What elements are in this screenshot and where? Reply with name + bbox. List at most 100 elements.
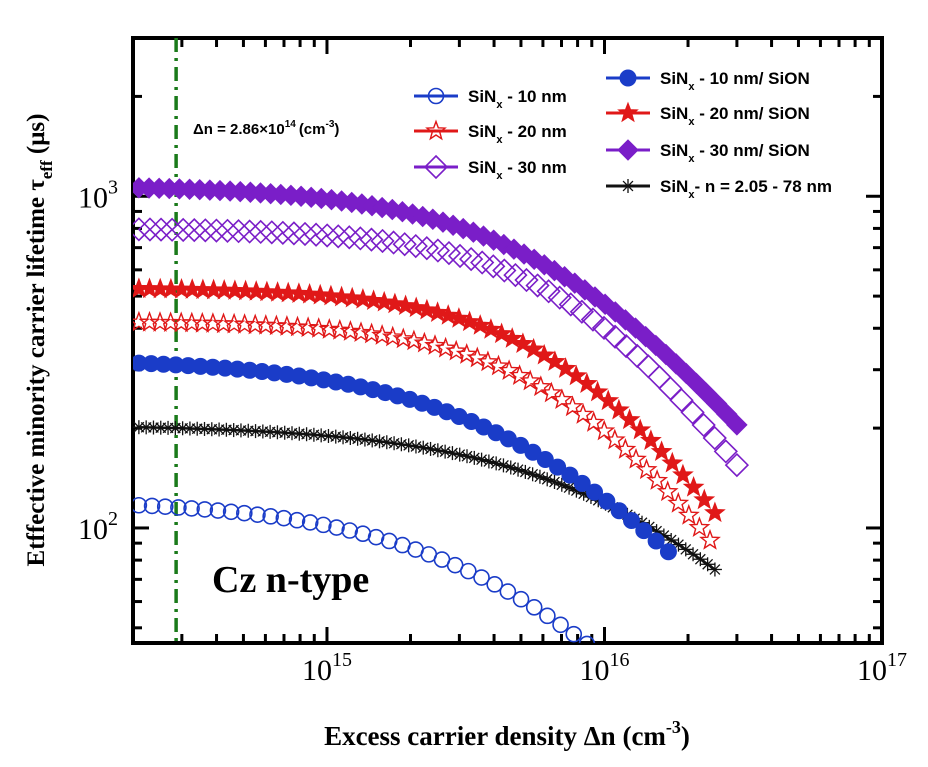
data-point <box>183 500 200 517</box>
data-point <box>565 625 583 643</box>
data-point <box>470 250 495 275</box>
data-point <box>671 537 686 552</box>
data-point <box>381 325 404 347</box>
data-point <box>682 475 705 497</box>
data-point <box>460 449 475 464</box>
legend-label: SiNx - 10 nm/ SiON <box>660 69 810 93</box>
data-point <box>365 433 380 448</box>
legend-marker <box>425 119 447 141</box>
data-point <box>341 522 359 539</box>
data-point <box>416 440 431 455</box>
series-0 <box>133 496 596 643</box>
data-point <box>328 429 343 444</box>
data-point <box>580 307 606 332</box>
legend-label: SiNx - 30 nm/ SiON <box>660 141 810 165</box>
legend-entry: SiNx - 30 nm/ SiON <box>606 139 810 165</box>
data-point <box>622 511 640 529</box>
data-point <box>512 590 530 608</box>
data-point <box>352 287 374 309</box>
data-point <box>598 492 616 510</box>
data-point <box>413 331 436 353</box>
data-point <box>658 376 683 401</box>
data-point <box>288 282 310 303</box>
data-point <box>248 219 273 245</box>
data-point <box>672 463 694 485</box>
data-point <box>522 337 545 359</box>
plot-frame <box>131 36 884 645</box>
data-point <box>137 217 163 242</box>
legend-marker <box>619 69 637 87</box>
data-point <box>640 429 662 450</box>
data-point <box>330 285 353 307</box>
series-6 <box>133 420 722 577</box>
data-point <box>424 334 447 355</box>
data-point <box>552 616 569 634</box>
legend-marker <box>617 101 639 123</box>
data-point <box>156 498 174 515</box>
data-point <box>275 509 293 527</box>
data-point <box>514 267 539 293</box>
data-point <box>405 296 428 318</box>
data-point <box>536 279 561 304</box>
data-point <box>661 451 684 473</box>
data-point <box>635 522 653 540</box>
data-point <box>392 327 415 349</box>
data-point <box>469 314 492 335</box>
data-point <box>498 359 521 381</box>
data-point <box>503 262 528 288</box>
data-point <box>669 388 694 413</box>
data-point <box>659 543 677 561</box>
data-point <box>629 418 652 440</box>
data-point <box>700 557 715 572</box>
data-point <box>693 488 716 510</box>
data-point <box>678 542 693 557</box>
legend-marker <box>427 87 445 105</box>
x-tick-label: 1015 <box>302 649 352 687</box>
data-point <box>371 323 394 345</box>
data-point <box>349 321 372 343</box>
data-point <box>394 294 417 316</box>
legend-marker <box>621 179 635 193</box>
data-point <box>481 254 506 279</box>
data-point <box>591 315 617 341</box>
data-point <box>359 227 384 252</box>
legend-entry: SiNx - 10 nm/ SiON <box>606 69 810 93</box>
sample-label: Cz n-type <box>212 559 369 601</box>
legend-entry: SiNx - 30 nm <box>414 154 567 182</box>
data-point <box>425 238 451 263</box>
data-point <box>222 503 240 521</box>
data-point <box>686 547 701 562</box>
data-point <box>554 357 577 378</box>
data-point <box>402 329 425 351</box>
data-point <box>518 464 533 479</box>
data-point <box>455 343 478 364</box>
data-point <box>143 497 161 515</box>
data-point <box>182 217 207 243</box>
data-point <box>704 501 726 523</box>
data-point <box>726 414 748 436</box>
data-point <box>348 226 373 251</box>
data-point <box>547 474 562 489</box>
data-point <box>503 238 525 260</box>
data-point <box>602 324 628 349</box>
data-point <box>519 369 542 391</box>
data-point <box>608 398 630 420</box>
legend-entry: SiNx - 20 nm <box>414 119 567 146</box>
data-point <box>646 469 669 490</box>
data-point <box>303 222 329 247</box>
data-point <box>536 450 554 468</box>
legend-label: SiNx- n = 2.05 - 78 nm <box>660 177 832 201</box>
data-point <box>561 466 579 484</box>
data-point <box>490 322 513 344</box>
data-point <box>597 389 620 411</box>
data-point <box>341 286 364 308</box>
data-point <box>384 292 406 314</box>
data-point <box>328 519 345 536</box>
x-axis-title: Excess carrier density Δn (cm-3) <box>324 717 690 751</box>
data-point <box>379 435 394 450</box>
data-point <box>713 439 738 464</box>
series-3 <box>133 354 677 561</box>
legend-label: SiNx - 30 nm <box>468 158 567 182</box>
data-point <box>624 448 647 469</box>
data-point <box>381 230 406 255</box>
